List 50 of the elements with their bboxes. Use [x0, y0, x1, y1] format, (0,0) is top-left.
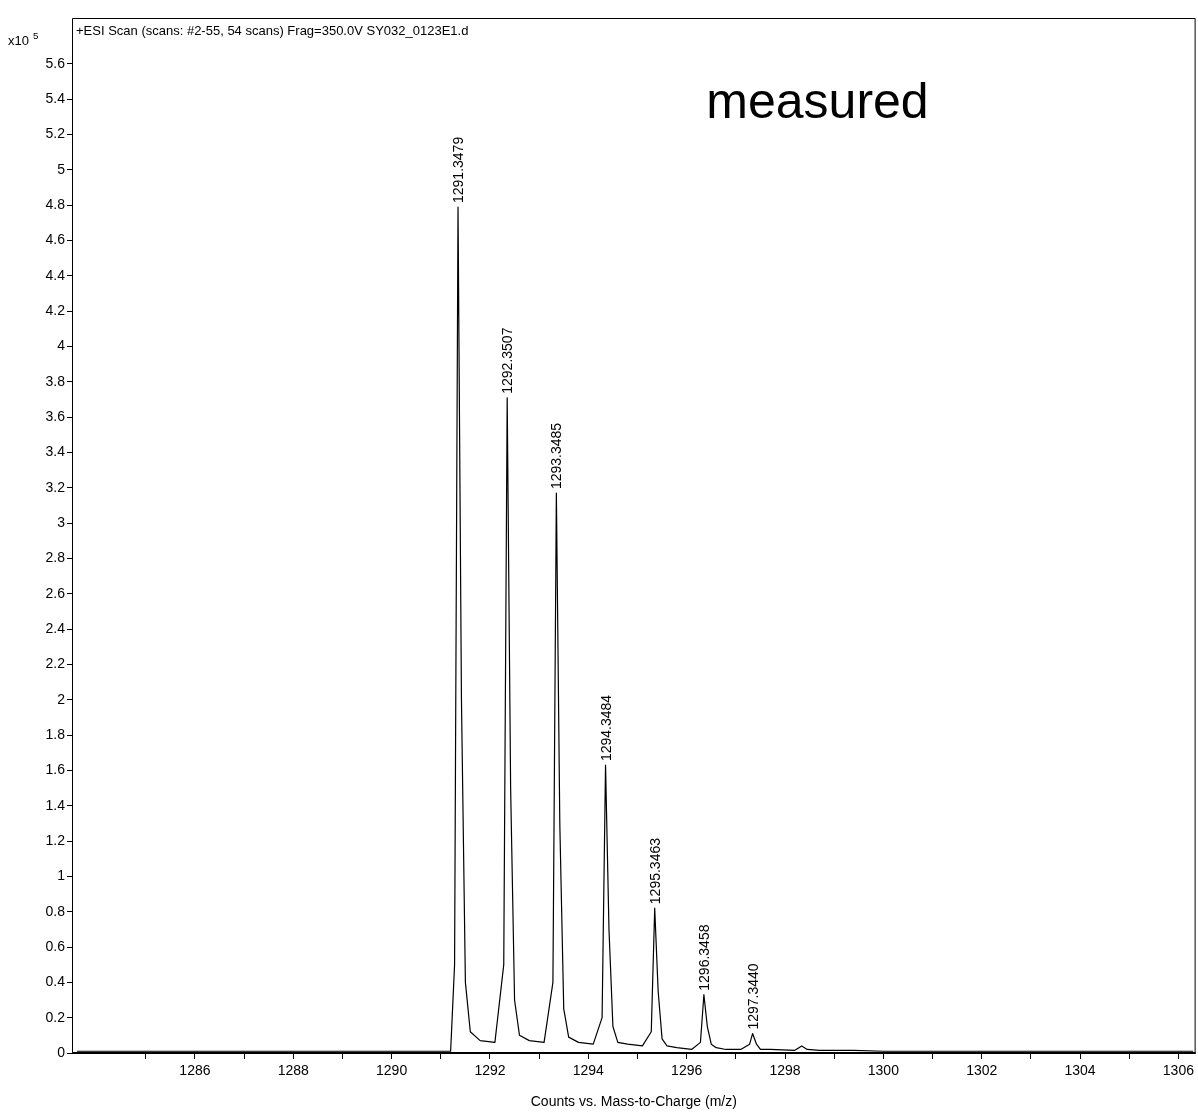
y-tick-label: 2.8 — [45, 549, 66, 566]
y-tick-label: 0 — [57, 1043, 66, 1060]
y-tick-label: 4.8 — [45, 196, 66, 213]
x-tick-label: 1296 — [671, 1062, 703, 1079]
y-tick-label: 0.8 — [45, 902, 66, 919]
x-tick-label: 1292 — [474, 1062, 506, 1079]
y-tick-label: 5.2 — [45, 125, 66, 142]
y-tick-label: 1.8 — [45, 725, 66, 742]
x-tick-label: 1298 — [769, 1062, 801, 1079]
y-tick-label: 0.6 — [45, 937, 66, 954]
annotation: 1292.3507 — [499, 327, 516, 394]
y-tick-label: 2 — [57, 690, 66, 707]
x-tick-label: 1294 — [572, 1062, 605, 1079]
x-tick-label: 1304 — [1064, 1062, 1096, 1079]
x-tick-label: 1300 — [867, 1062, 900, 1079]
y-tick-label: 4 — [57, 337, 66, 354]
y-tick-label: 1.2 — [45, 831, 66, 848]
y-tick-label: 2.4 — [45, 619, 66, 636]
y-tick-label: 4.2 — [45, 302, 66, 319]
x-tick-label: 1290 — [376, 1062, 408, 1079]
annotation: 1291.3479 — [450, 136, 467, 203]
annotation: 1295.3463 — [646, 837, 663, 905]
x-tick-label: 1288 — [277, 1062, 310, 1079]
y-tick-label: 3 — [57, 514, 66, 530]
annotation: measured — [706, 73, 929, 129]
chart-title: +ESI Scan (scans: #2-55, 54 scans) Frag=350.0V SY032_0123E1.d — [76, 23, 469, 38]
y-tick-label: 5.6 — [45, 54, 66, 71]
x-tick-label: 1302 — [966, 1062, 998, 1079]
annotation: 1294.3484 — [597, 694, 614, 762]
annotation: 1296.3458 — [695, 924, 712, 991]
y-tick-label: 2.6 — [45, 584, 66, 601]
y-tick-label: 3.8 — [45, 372, 66, 389]
y-tick-label: 3.6 — [45, 408, 66, 425]
y-tick-label: 2.2 — [45, 655, 66, 672]
y-tick-label: 5.4 — [45, 90, 66, 107]
annotation: 1293.3485 — [548, 422, 565, 490]
y-tick-label: 3.4 — [45, 443, 66, 460]
y-tick-label: 1 — [57, 867, 66, 884]
x-tick-label: 1286 — [179, 1062, 211, 1079]
y-tick-label: 4.6 — [45, 231, 66, 248]
y-tick-label: 5 — [57, 160, 66, 177]
y-tick-label: 0.2 — [45, 1008, 66, 1025]
annotation: 1297.3440 — [744, 963, 761, 1030]
y-tick-label: 0.4 — [45, 973, 66, 990]
y-tick-label: 1.6 — [45, 761, 66, 778]
y-tick-label: 4.4 — [45, 266, 66, 283]
x-axis-title: Counts vs. Mass-to-Charge (m/z) — [530, 1093, 737, 1110]
y-tick-label: 3.2 — [45, 478, 66, 495]
y-tick-label: 1.4 — [45, 796, 66, 813]
x-tick-label: 1306 — [1162, 1062, 1195, 1079]
